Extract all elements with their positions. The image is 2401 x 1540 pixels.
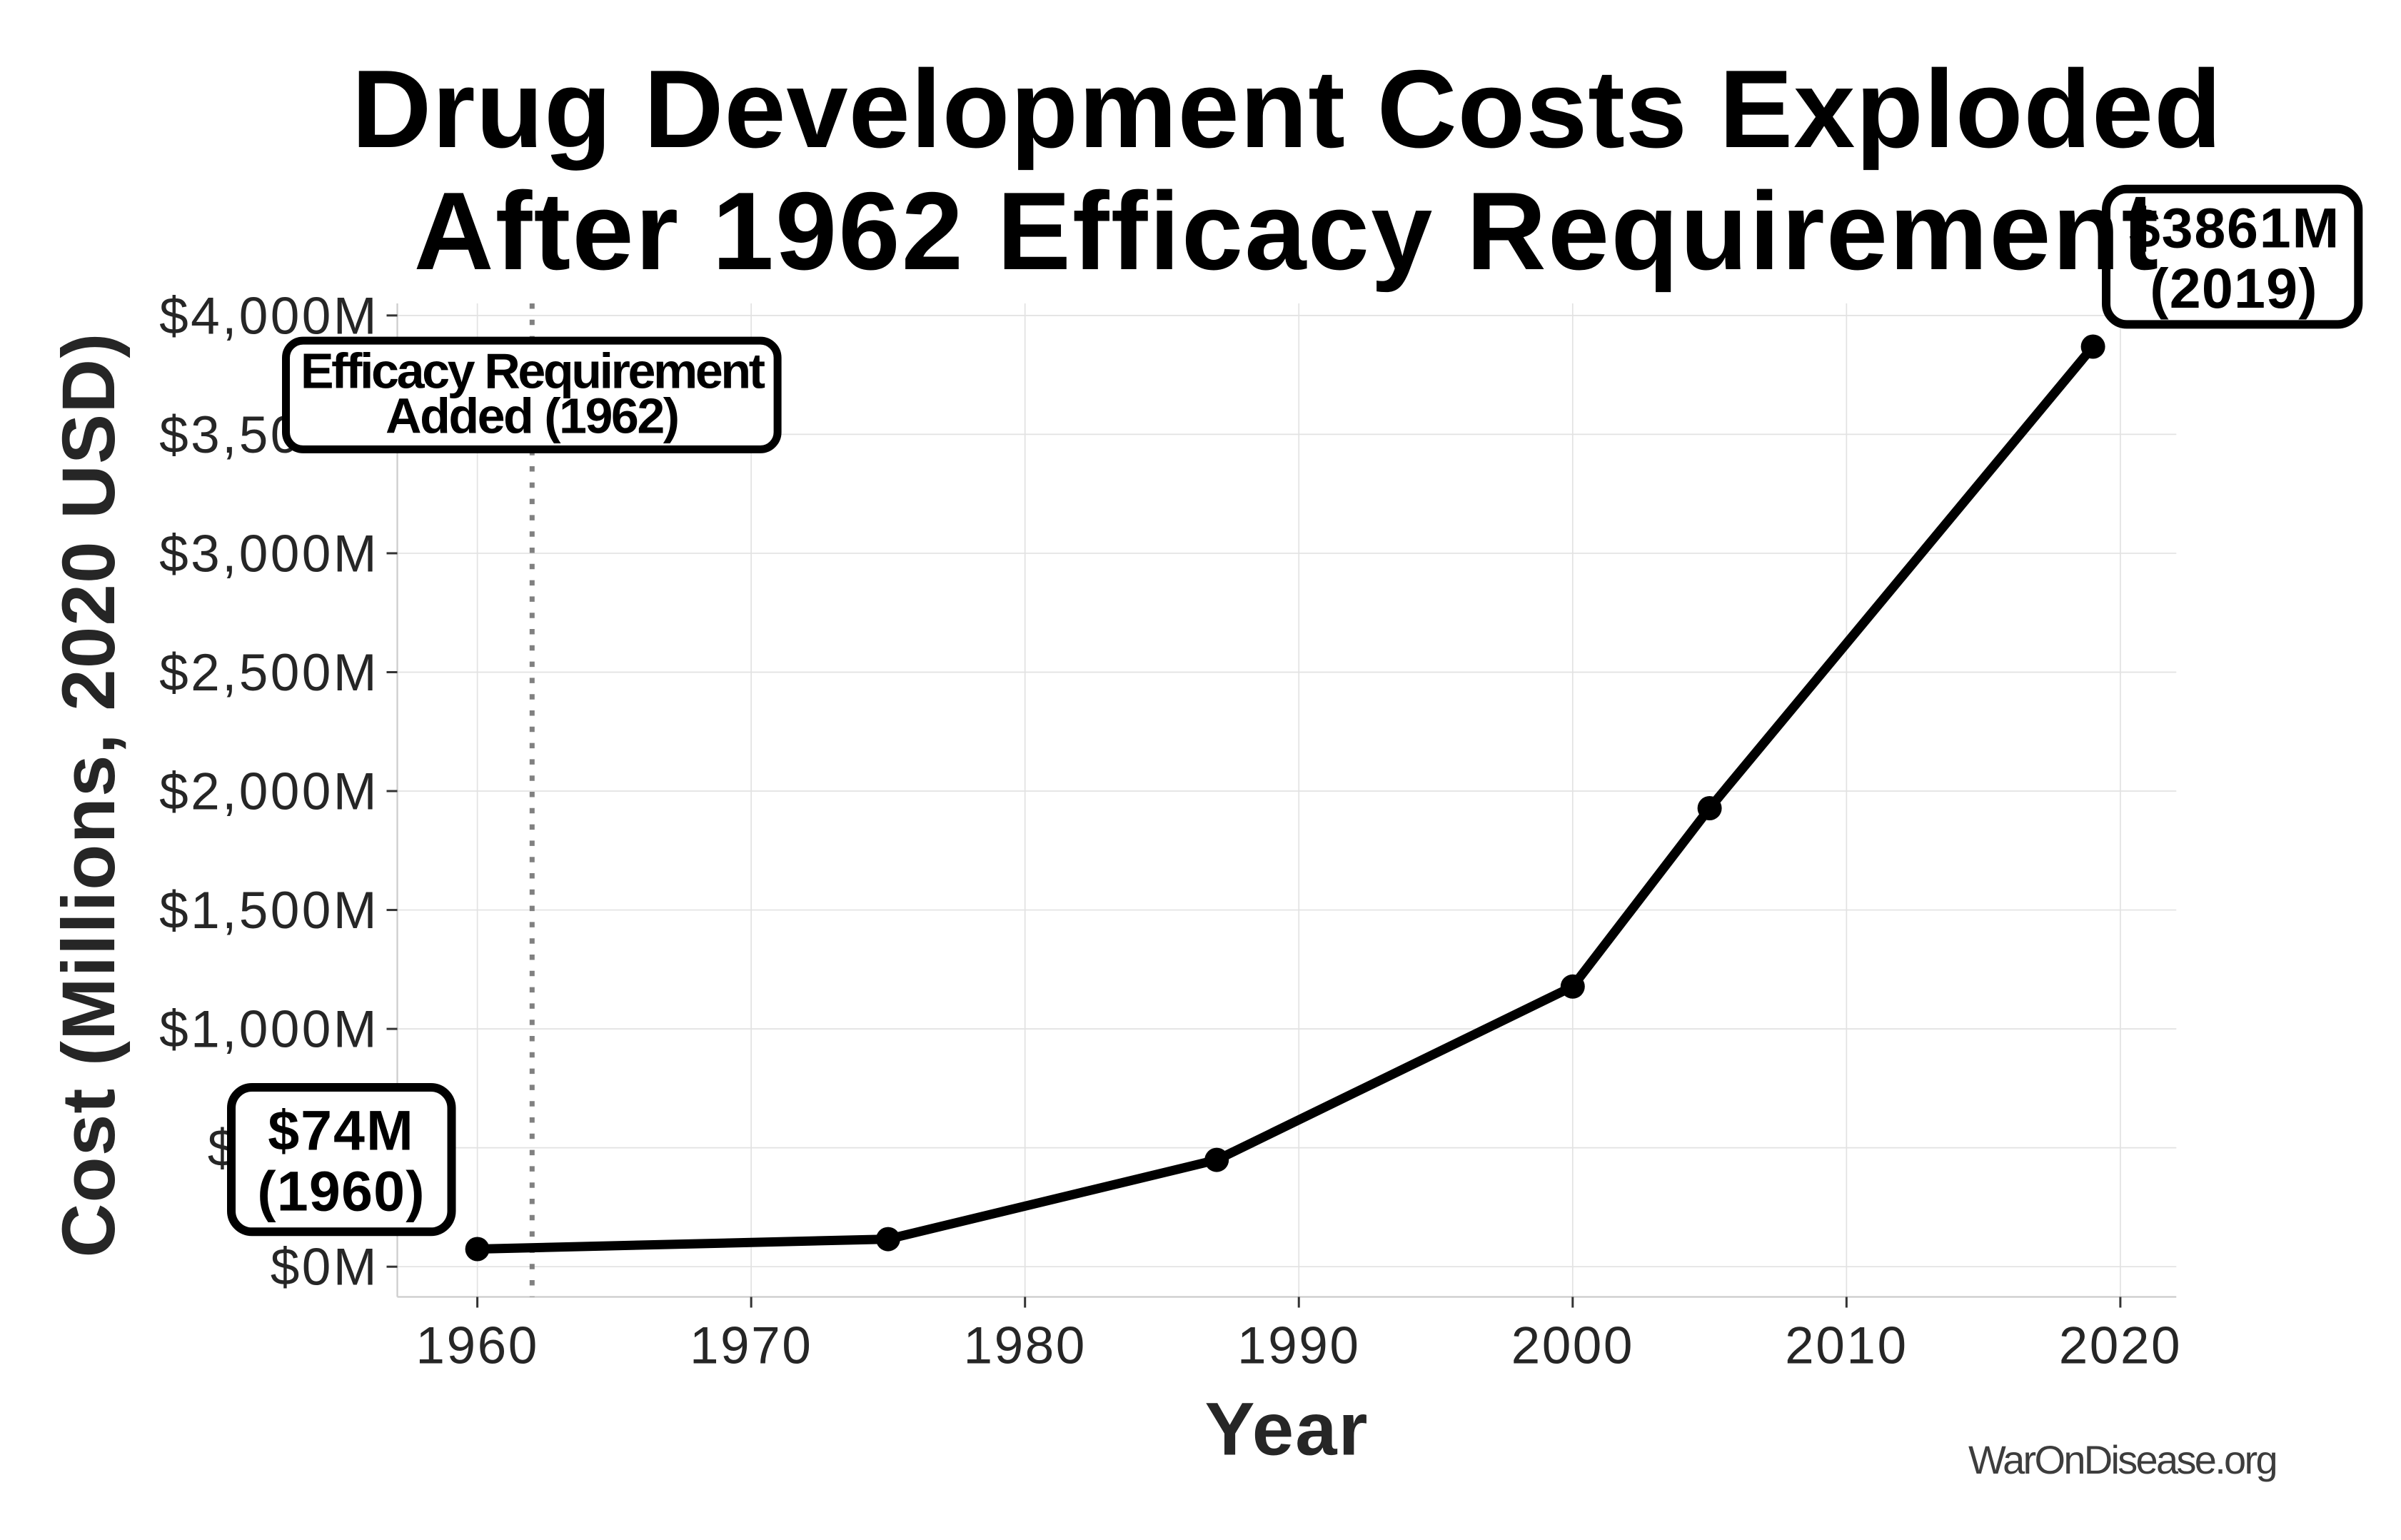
- svg-text:$3861M: $3861M: [2129, 196, 2340, 259]
- svg-text:$3,000M: $3,000M: [159, 525, 379, 583]
- svg-text:Cost (Millions, 2020 USD): Cost (Millions, 2020 USD): [47, 332, 131, 1257]
- svg-text:$74M: $74M: [268, 1099, 415, 1162]
- svg-text:1970: 1970: [690, 1317, 812, 1375]
- svg-text:2000: 2000: [1511, 1317, 1634, 1375]
- svg-text:$2,000M: $2,000M: [159, 763, 379, 821]
- svg-text:(1960): (1960): [257, 1159, 426, 1222]
- svg-text:$0M: $0M: [271, 1239, 379, 1297]
- svg-text:WarOnDisease.org: WarOnDisease.org: [1968, 1437, 2276, 1482]
- svg-text:2010: 2010: [1785, 1317, 1908, 1375]
- svg-text:1960: 1960: [416, 1317, 538, 1375]
- svg-text:1990: 1990: [1237, 1317, 1360, 1375]
- svg-text:Year: Year: [1205, 1387, 1369, 1471]
- svg-text:1980: 1980: [963, 1317, 1086, 1375]
- svg-text:After 1962 Efficacy Requiremen: After 1962 Efficacy Requirement: [414, 169, 2160, 293]
- svg-text:$4,000M: $4,000M: [159, 287, 379, 345]
- svg-text:2020: 2020: [2059, 1317, 2182, 1375]
- svg-text:Added (1962): Added (1962): [386, 388, 678, 444]
- svg-text:Drug Development Costs Explode: Drug Development Costs Exploded: [351, 47, 2222, 171]
- svg-text:(2019): (2019): [2150, 256, 2318, 320]
- svg-text:$1,500M: $1,500M: [159, 882, 379, 940]
- svg-text:$1,000M: $1,000M: [159, 1001, 379, 1059]
- svg-text:Efficacy Requirement: Efficacy Requirement: [301, 343, 765, 398]
- svg-text:$2,500M: $2,500M: [159, 644, 379, 702]
